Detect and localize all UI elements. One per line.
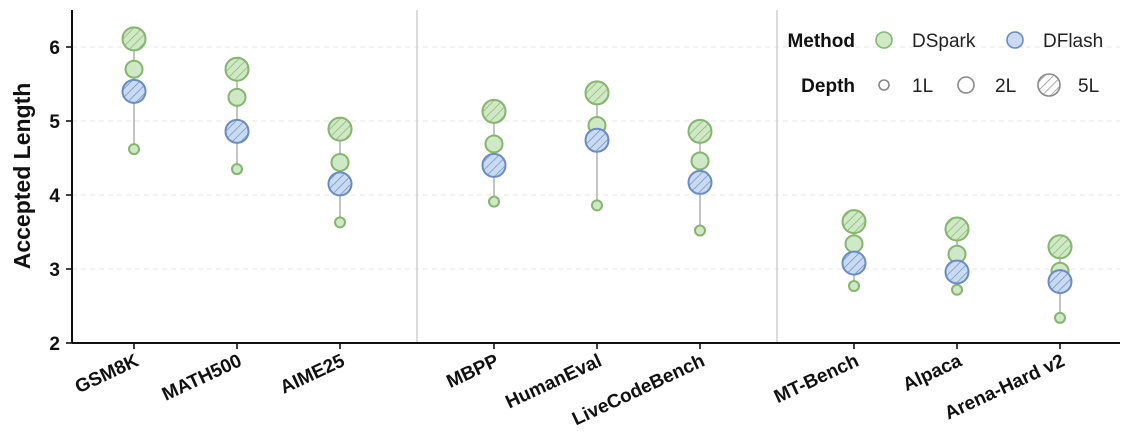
point-dspark-5l <box>584 80 610 106</box>
y-tick-label: 6 <box>49 38 60 59</box>
x-tick-label: Alpaca <box>900 350 966 396</box>
point-dspark-1l <box>488 195 500 208</box>
point-dspark-5l <box>481 98 507 124</box>
point-dspark-1l <box>128 143 140 156</box>
point-dspark-5l <box>327 116 353 142</box>
point-dflash-5l <box>1047 269 1073 295</box>
group-separators <box>416 10 778 343</box>
x-tick-label: AIME25 <box>277 350 348 398</box>
point-dflash-5l <box>481 152 507 178</box>
axis-labels: Accepted Length 2 3 4 5 6 GSM8K MATH500 AIME25 M… <box>9 38 1068 430</box>
legend-swatch-depth-5l <box>1037 73 1061 97</box>
data-markers <box>121 26 1073 324</box>
point-dspark-5l <box>121 26 147 52</box>
point-dflash-5l <box>224 118 250 144</box>
legend-label-dspark: DSpark <box>912 31 976 52</box>
legend-label-depth-1l: 1L <box>912 76 933 97</box>
point-dspark-1l <box>334 216 346 229</box>
legend-method-title: Method <box>787 31 855 52</box>
x-tick-label: MT-Bench <box>771 350 862 407</box>
point-dspark-1l <box>231 163 243 176</box>
legend-swatch-dflash <box>1006 31 1024 49</box>
point-dspark-2l <box>330 152 350 172</box>
legend-swatch-depth-1l <box>878 79 890 91</box>
y-axis-title: Accepted Length <box>9 83 35 270</box>
point-dflash-5l <box>121 78 147 104</box>
point-dspark-1l <box>951 283 963 296</box>
point-dspark-1l <box>1054 311 1066 324</box>
point-dspark-5l <box>1047 234 1073 260</box>
legend-swatch-dspark <box>875 31 893 49</box>
point-dflash-5l <box>944 259 970 285</box>
point-dspark-2l <box>484 134 504 154</box>
y-tick-label: 4 <box>49 186 60 207</box>
point-dspark-2l <box>844 234 864 254</box>
y-tick-label: 2 <box>49 334 60 355</box>
point-dspark-1l <box>848 280 860 293</box>
point-dflash-5l <box>327 171 353 197</box>
axes <box>66 10 1120 349</box>
legend-depth-title: Depth <box>801 76 855 97</box>
x-tick-label: MATH500 <box>159 350 245 405</box>
y-tick-label: 5 <box>49 112 60 133</box>
point-dflash-5l <box>687 169 713 195</box>
point-dspark-2l <box>227 87 247 107</box>
point-dspark-2l <box>690 151 710 171</box>
point-dspark-5l <box>687 118 713 144</box>
legend-label-depth-2l: 2L <box>995 76 1016 97</box>
point-dspark-5l <box>224 56 250 82</box>
legend: Method DSpark DFlash Depth 1L 2L 5L <box>787 31 1103 97</box>
point-dspark-1l <box>591 199 603 212</box>
legend-swatch-depth-2l <box>957 76 975 94</box>
point-dspark-1l <box>694 224 706 237</box>
point-dspark-5l <box>841 209 867 235</box>
x-tick-label: GSM8K <box>72 350 142 398</box>
point-dspark-5l <box>944 216 970 242</box>
point-dflash-5l <box>841 250 867 276</box>
point-dspark-2l <box>124 59 144 79</box>
x-tick-label: MBPP <box>443 350 502 392</box>
legend-label-depth-5l: 5L <box>1078 76 1099 97</box>
point-dflash-5l <box>584 127 610 153</box>
legend-label-dflash: DFlash <box>1043 31 1103 52</box>
y-tick-label: 3 <box>49 260 60 281</box>
